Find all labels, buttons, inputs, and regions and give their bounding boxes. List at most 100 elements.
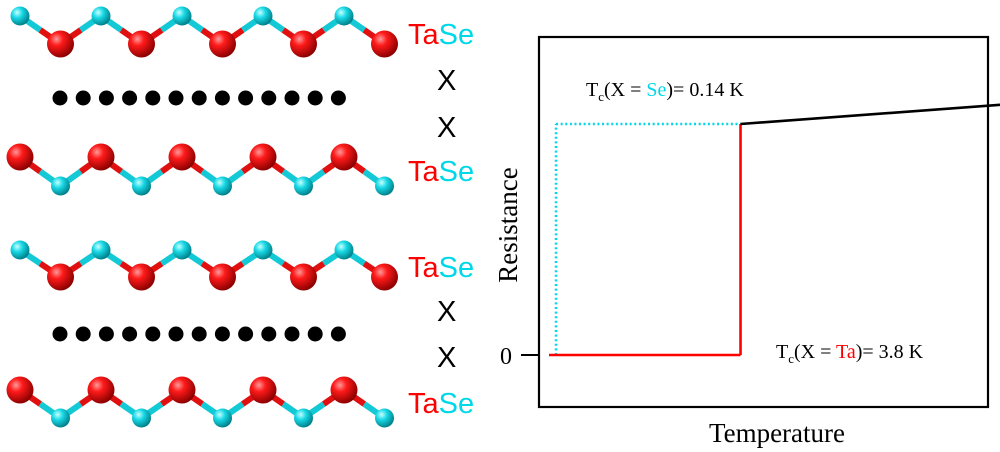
label-ta: Ta (408, 19, 440, 51)
spacer-label-3: X (437, 296, 456, 328)
annotation-se: Tc(X = Se)= 0.14 K (586, 79, 744, 104)
spacer-dot (191, 90, 207, 106)
se-atom (172, 240, 192, 260)
se-atom (10, 240, 30, 260)
se-atom (132, 176, 151, 196)
se-atom (132, 408, 151, 428)
se-atom (91, 240, 111, 260)
layer-label-2: TaSe (408, 156, 474, 188)
spacer-dot (168, 90, 184, 106)
ta-atom (371, 263, 398, 291)
spacer-dot (75, 326, 91, 342)
ta-atom (168, 143, 196, 171)
spacer-label-4: X (437, 342, 456, 374)
ta-atom (128, 30, 155, 58)
ta-atom (249, 143, 277, 171)
layer-label-3: TaSe (408, 252, 474, 284)
spacer-dot (98, 90, 114, 106)
ta-atom (47, 30, 74, 58)
se-atom (51, 176, 70, 196)
series-normal-state-segment (740, 103, 1000, 126)
ta-atom (209, 30, 236, 58)
plot-frame (537, 35, 990, 409)
ta-atom (209, 263, 236, 291)
resistance-chart: 0 Resistance Temperature Tc(X = Se)= 0.1… (493, 35, 1000, 448)
ta-atom (249, 376, 277, 404)
layer-label-4: TaSe (408, 388, 474, 420)
se-atom (213, 408, 232, 428)
annotation-ta-pre: T (776, 341, 788, 363)
spacer-dot (168, 326, 184, 342)
se-atom (253, 240, 273, 260)
layer-labels: TaSe X X TaSe TaSe X X TaSe (408, 19, 474, 420)
ta-atom (290, 263, 317, 291)
spacer-dot (261, 326, 277, 342)
annotation-se-sub: c (598, 89, 604, 104)
se-atom (375, 176, 394, 196)
ta-atom (6, 376, 34, 404)
spacer-dot (145, 326, 161, 342)
annotation-ta-sub: c (788, 351, 794, 366)
series-layer (549, 103, 1000, 357)
x-axis-label: Temperature (709, 418, 845, 448)
ta-atom (330, 376, 358, 404)
spacer-dot (98, 326, 114, 342)
ta-atom (330, 143, 358, 171)
se-atom (91, 6, 111, 26)
annotation-se-highlight: Se (646, 79, 666, 101)
spacer-dot (330, 90, 346, 106)
se-atom (10, 6, 30, 26)
ta-atom (47, 263, 74, 291)
annotation-ta-post: )= 3.8 K (856, 341, 924, 363)
annotation-ta-highlight: Ta (836, 341, 856, 363)
ta-atom (128, 263, 155, 291)
label-se: Se (439, 19, 474, 51)
spacer-dot (284, 90, 300, 106)
ta-atom (371, 30, 398, 58)
ta-atom (168, 376, 196, 404)
label-ta: Ta (408, 156, 440, 188)
se-atom (334, 6, 354, 26)
se-atom (51, 408, 70, 428)
ta-atom (87, 143, 115, 171)
ta-atom (290, 30, 317, 58)
se-atom (253, 6, 273, 26)
y-axis-label: Resistance (493, 167, 523, 282)
spacer-dot (52, 90, 68, 106)
spacer-dot (261, 90, 277, 106)
annotation-se-pre: T (586, 79, 598, 101)
ta-atom (87, 376, 115, 404)
spacer-dot (52, 326, 68, 342)
se-atom (172, 6, 192, 26)
spacer-dot (330, 326, 346, 342)
se-atom (294, 176, 313, 196)
se-atom (375, 408, 394, 428)
spacer-dot (191, 326, 207, 342)
spacer-dot (284, 326, 300, 342)
spacer-dot (75, 90, 91, 106)
se-atom (294, 408, 313, 428)
annotation-ta-mid: (X = (794, 341, 836, 363)
spacer-dot (238, 326, 254, 342)
spacer-dot (214, 326, 230, 342)
spacer-dot (214, 90, 230, 106)
spacer-label-1: X (437, 65, 456, 97)
label-ta: Ta (408, 388, 440, 420)
spacer-dot (307, 90, 323, 106)
spacer-dot (122, 326, 138, 342)
label-se: Se (439, 388, 474, 420)
spacer-dot (238, 90, 254, 106)
layered-structure-diagram (6, 6, 398, 428)
layer-label-1: TaSe (408, 19, 474, 51)
label-se: Se (439, 252, 474, 284)
spacer-dot (307, 326, 323, 342)
label-se: Se (439, 156, 474, 188)
ta-atom (6, 143, 34, 171)
zero-tick-label: 0 (500, 344, 512, 370)
spacer-label-2: X (437, 112, 456, 144)
annotation-se-post: )= 0.14 K (666, 79, 744, 101)
se-atom (334, 240, 354, 260)
spacer-dot (145, 90, 161, 106)
annotation-se-mid: (X = (604, 79, 646, 101)
